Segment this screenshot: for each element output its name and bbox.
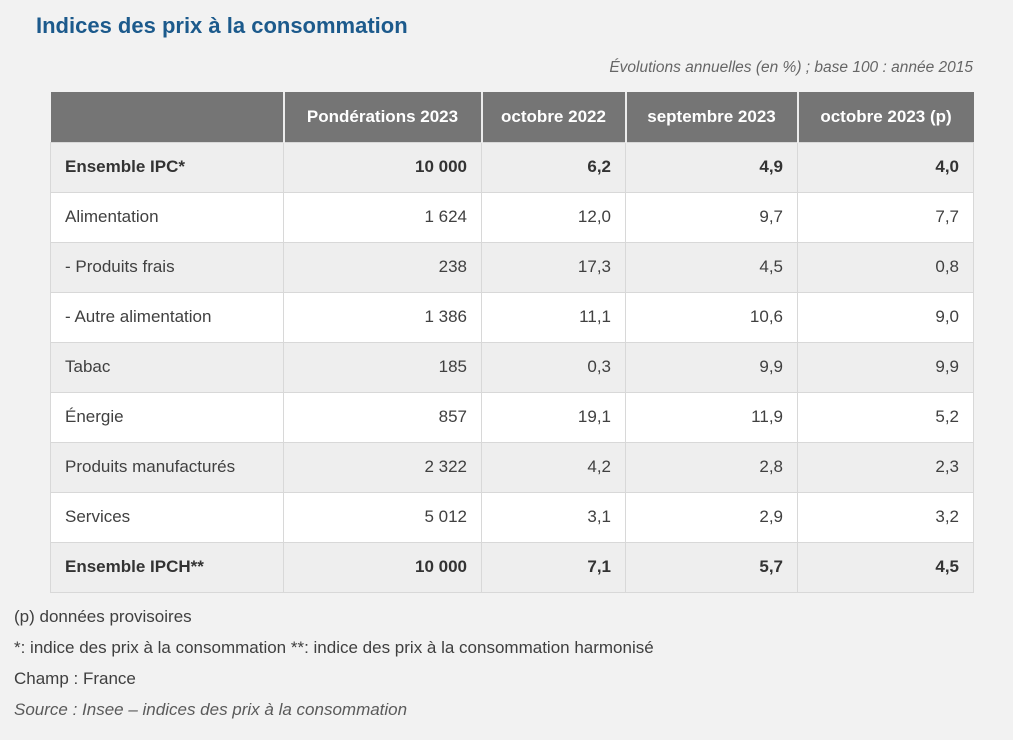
value-cell: 10 000: [283, 541, 482, 593]
value-cell: 9,9: [797, 341, 974, 393]
header-row: Pondérations 2023 octobre 2022 septembre 2…: [50, 92, 974, 143]
table-row: Produits manufacturés 2 322 4,2 2,8 2,3: [50, 441, 974, 493]
value-cell: 857: [283, 391, 482, 443]
row-label-cell: Tabac: [50, 341, 284, 393]
value-cell: 5,7: [625, 541, 798, 593]
value-cell: 2 322: [283, 441, 482, 493]
value-cell: 6,2: [481, 141, 626, 193]
row-label-cell: Produits manufacturés: [50, 441, 284, 493]
footnotes: (p) données provisoires *: indice des pr…: [14, 601, 1013, 725]
table-row: Services 5 012 3,1 2,9 3,2: [50, 491, 974, 543]
value-cell: 5 012: [283, 491, 482, 543]
value-cell: 185: [283, 341, 482, 393]
value-cell: 11,9: [625, 391, 798, 443]
column-header-cell: Pondérations 2023: [282, 92, 482, 143]
cpi-table: Pondérations 2023 octobre 2022 septembre 2…: [50, 92, 974, 593]
value-cell: 2,8: [625, 441, 798, 493]
value-cell: 4,9: [625, 141, 798, 193]
table-row: Tabac 185 0,3 9,9 9,9: [50, 341, 974, 393]
table-subtitle: Évolutions annuelles (en %) ; base 100 :…: [609, 59, 973, 76]
value-cell: 19,1: [481, 391, 626, 443]
value-cell: 10,6: [625, 291, 798, 343]
value-cell: 0,8: [797, 241, 974, 293]
table-row: Alimentation 1 624 12,0 9,7 7,7: [50, 191, 974, 243]
value-cell: 4,5: [797, 541, 974, 593]
row-label-cell: - Autre alimentation: [50, 291, 284, 343]
value-cell: 1 386: [283, 291, 482, 343]
value-cell: 0,3: [481, 341, 626, 393]
footnote-scope: Champ : France: [14, 668, 136, 688]
value-cell: 9,0: [797, 291, 974, 343]
row-label-cell: Ensemble IPCH**: [50, 541, 284, 593]
value-cell: 238: [283, 241, 482, 293]
table-header: Pondérations 2023 octobre 2022 septembre 2…: [50, 92, 974, 143]
footnote-definitions: *: indice des prix à la consommation **:…: [14, 637, 654, 657]
row-label-cell: Services: [50, 491, 284, 543]
value-cell: 9,9: [625, 341, 798, 393]
row-label-cell: Énergie: [50, 391, 284, 443]
column-header-cell: octobre 2023 (p): [796, 92, 974, 143]
value-cell: 10 000: [283, 141, 482, 193]
corner-header-cell: [50, 92, 284, 143]
value-cell: 3,2: [797, 491, 974, 543]
value-cell: 7,7: [797, 191, 974, 243]
value-cell: 5,2: [797, 391, 974, 443]
column-header-cell: septembre 2023: [624, 92, 798, 143]
value-cell: 11,1: [481, 291, 626, 343]
table-row: Énergie 857 19,1 11,9 5,2: [50, 391, 974, 443]
source-note: Source : Insee – indices des prix à la c…: [14, 699, 408, 719]
value-cell: 9,7: [625, 191, 798, 243]
page-title: Indices des prix à la consommation: [36, 13, 408, 38]
value-cell: 17,3: [481, 241, 626, 293]
table-row: Ensemble IPC* 10 000 6,2 4,9 4,0: [50, 141, 974, 193]
value-cell: 1 624: [283, 191, 482, 243]
column-header-cell: octobre 2022: [480, 92, 626, 143]
value-cell: 4,5: [625, 241, 798, 293]
row-label-cell: Alimentation: [50, 191, 284, 243]
table-row: - Autre alimentation 1 386 11,1 10,6 9,0: [50, 291, 974, 343]
table-row: - Produits frais 238 17,3 4,5 0,8: [50, 241, 974, 293]
table-body: Ensemble IPC* 10 000 6,2 4,9 4,0 Alimentation…: [50, 141, 974, 593]
value-cell: 4,0: [797, 141, 974, 193]
value-cell: 7,1: [481, 541, 626, 593]
row-label-cell: - Produits frais: [50, 241, 284, 293]
value-cell: 2,9: [625, 491, 798, 543]
value-cell: 2,3: [797, 441, 974, 493]
table-row: Ensemble IPCH** 10 000 7,1 5,7 4,5: [50, 541, 974, 593]
row-label-cell: Ensemble IPC*: [50, 141, 284, 193]
value-cell: 3,1: [481, 491, 626, 543]
value-cell: 4,2: [481, 441, 626, 493]
value-cell: 12,0: [481, 191, 626, 243]
footnote-provisional: (p) données provisoires: [14, 606, 192, 626]
